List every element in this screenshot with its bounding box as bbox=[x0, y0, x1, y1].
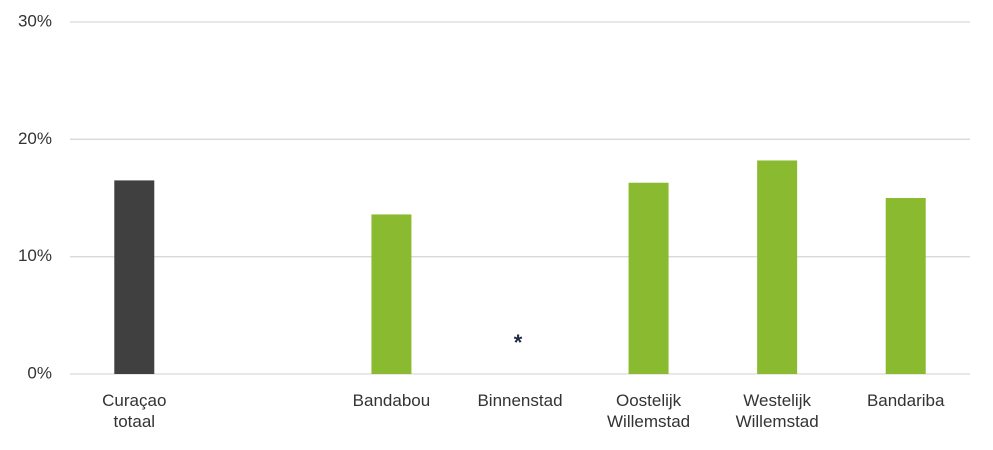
y-tick-label: 10% bbox=[18, 246, 52, 265]
bar bbox=[757, 160, 798, 374]
x-tick-label: Bandabou bbox=[352, 391, 431, 410]
x-tick-label: Curaçao totaal bbox=[102, 391, 167, 431]
annotation: * bbox=[514, 330, 523, 355]
x-tick-label: Oostelijk Willemstad bbox=[607, 391, 691, 431]
x-tick-label: Westelijk Willemstad bbox=[735, 391, 819, 431]
bar bbox=[114, 180, 155, 374]
y-tick-label: 0% bbox=[27, 363, 52, 382]
x-tick-label: Binnenstad bbox=[477, 391, 563, 410]
y-tick-label: 20% bbox=[18, 129, 52, 148]
y-tick-label: 30% bbox=[18, 11, 52, 30]
x-tick-label: Bandariba bbox=[866, 391, 945, 410]
bar bbox=[628, 182, 669, 374]
bar bbox=[885, 198, 926, 374]
bar bbox=[371, 214, 412, 374]
